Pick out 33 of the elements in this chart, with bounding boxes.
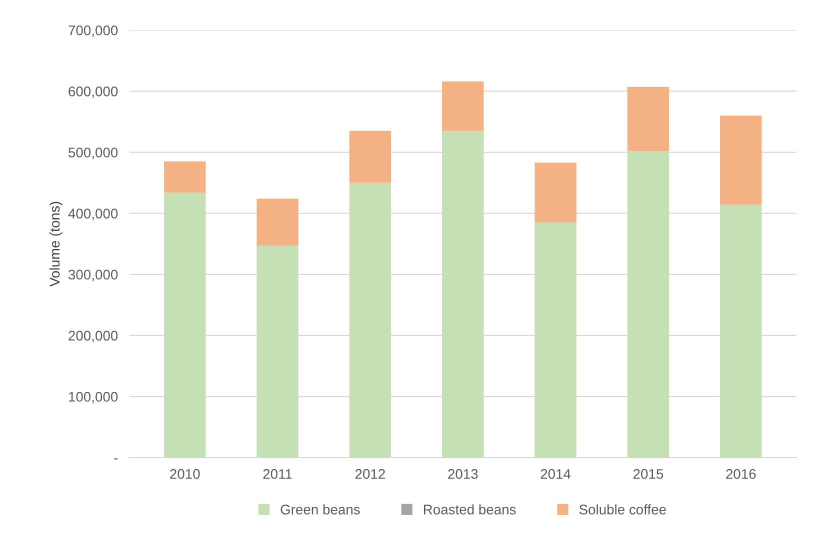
y-tick-label: 100,000 <box>69 392 118 404</box>
bar <box>442 130 484 458</box>
y-tick-label: 500,000 <box>68 148 118 160</box>
y-tick-label: 200,000 <box>68 330 118 342</box>
bar <box>534 162 576 222</box>
bar <box>720 204 762 458</box>
bar <box>627 86 670 152</box>
y-tick-label: 300,000 <box>68 270 118 282</box>
legend-label: Roasted beans <box>424 504 516 514</box>
bar <box>164 192 206 458</box>
x-tick-label: 2011 <box>263 469 292 479</box>
legend-label: Green beans <box>280 504 360 514</box>
y-axis-title: Volume (tons) <box>49 202 62 287</box>
bar <box>627 151 670 458</box>
bar <box>442 81 484 131</box>
bar <box>256 198 298 246</box>
x-tick-label: 2012 <box>355 469 385 479</box>
x-tick-label: 2014 <box>540 469 571 479</box>
bar <box>256 246 298 458</box>
bar <box>349 130 392 183</box>
bar <box>720 116 762 205</box>
bar <box>164 161 206 193</box>
y-tick-label: 700,000 <box>68 25 118 37</box>
x-tick-label: 2015 <box>633 469 664 479</box>
bar <box>349 182 392 458</box>
x-tick-label: 2010 <box>170 469 200 479</box>
y-tick-label: 400,000 <box>68 208 118 220</box>
bar <box>534 222 576 458</box>
y-tick-label: - <box>114 458 118 460</box>
x-tick-label: 2013 <box>448 469 478 479</box>
legend-label: Soluble coffee <box>579 504 666 514</box>
x-tick-label: 2016 <box>726 469 756 479</box>
y-tick-label: 600,000 <box>68 86 118 98</box>
